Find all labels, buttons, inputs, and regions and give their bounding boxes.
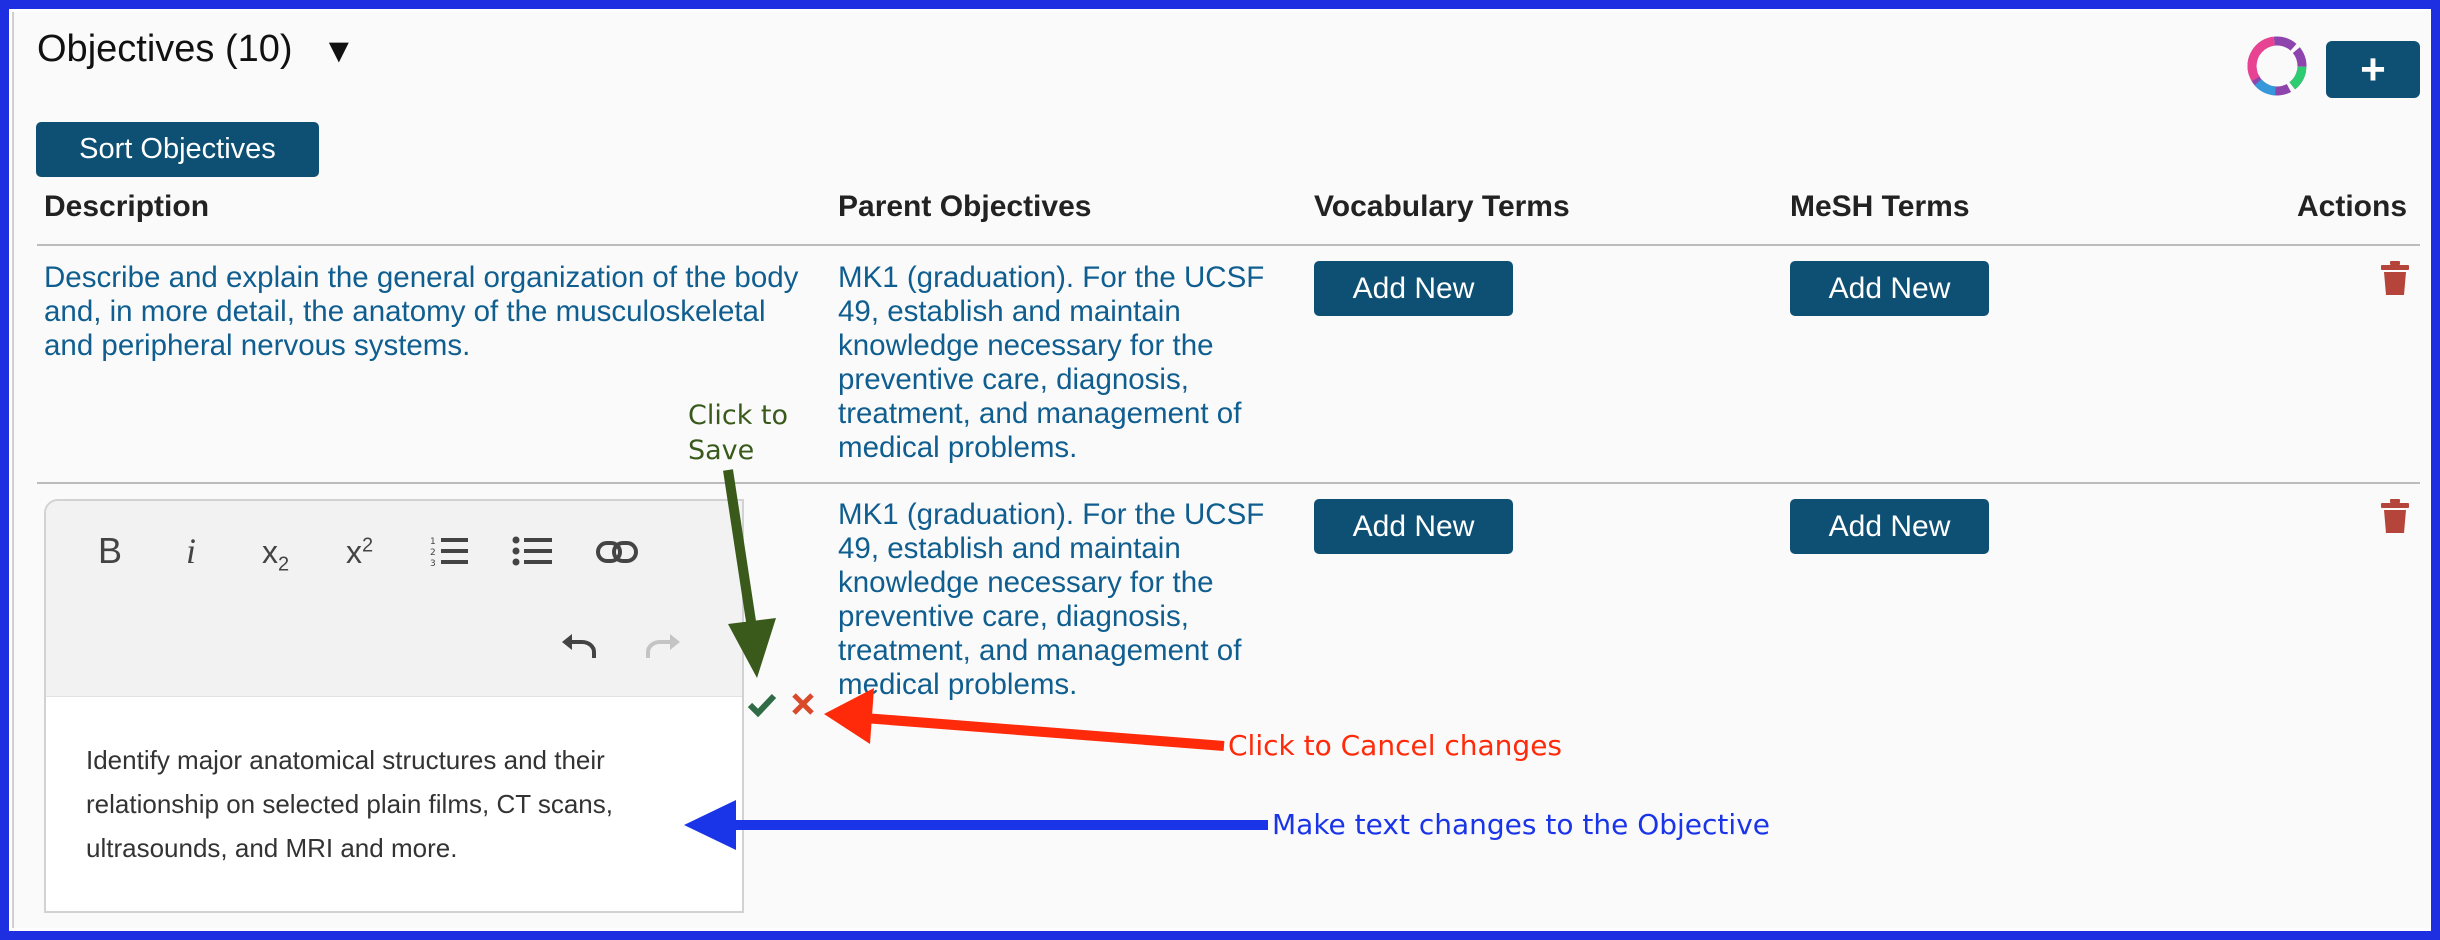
superscript-base: x bbox=[346, 534, 362, 570]
subscript-mark: 2 bbox=[278, 553, 290, 576]
superscript-mark: 2 bbox=[362, 534, 374, 557]
undo-icon[interactable] bbox=[560, 634, 598, 662]
superscript-button[interactable]: x2 bbox=[346, 534, 373, 571]
progress-ring-icon bbox=[2247, 36, 2307, 96]
svg-text:3: 3 bbox=[430, 559, 436, 567]
header-actions: Actions bbox=[2297, 190, 2408, 223]
subscript-base: x bbox=[262, 534, 278, 570]
header-description: Description bbox=[44, 190, 210, 223]
row1-mesh-add-new-button[interactable]: Add New bbox=[1790, 261, 1989, 316]
row-divider bbox=[37, 482, 2420, 484]
header-divider bbox=[37, 244, 2420, 246]
collapse-toggle-icon[interactable]: ▼ bbox=[322, 32, 356, 70]
redo-icon[interactable] bbox=[644, 634, 682, 662]
editor-toolbar: B i x2 x2 1 2 3 bbox=[46, 501, 742, 697]
header-parent-objectives: Parent Objectives bbox=[838, 190, 1092, 223]
row1-parent-objective-link[interactable]: MK1 (graduation). For the UCSF 49, estab… bbox=[838, 261, 1265, 464]
row1-description-link[interactable]: Describe and explain the general organiz… bbox=[44, 261, 799, 362]
svg-text:1: 1 bbox=[430, 537, 436, 547]
add-objective-button[interactable]: + bbox=[2326, 41, 2420, 98]
row2-vocabulary-add-new-button[interactable]: Add New bbox=[1314, 499, 1513, 554]
sort-objectives-button[interactable]: Sort Objectives bbox=[36, 122, 319, 177]
editor-content[interactable]: Identify major anatomical structures and… bbox=[86, 745, 613, 863]
numbered-list-icon[interactable]: 1 2 3 bbox=[430, 535, 470, 567]
cancel-x-icon[interactable] bbox=[791, 692, 815, 716]
subscript-button[interactable]: x2 bbox=[262, 534, 289, 576]
row1-vocabulary-add-new-button[interactable]: Add New bbox=[1314, 261, 1513, 316]
header-vocabulary-terms: Vocabulary Terms bbox=[1314, 190, 1570, 223]
row1-trash-icon[interactable] bbox=[2380, 261, 2410, 295]
row2-trash-icon[interactable] bbox=[2380, 499, 2410, 533]
annotation-cancel-label: Click to Cancel changes bbox=[1228, 729, 1563, 762]
annotation-edit-label: Make text changes to the Objective bbox=[1272, 808, 1770, 841]
rich-text-editor[interactable]: B i x2 x2 1 2 3 Identify major bbox=[44, 499, 744, 913]
section-title: Objectives (10) bbox=[37, 28, 293, 70]
link-icon[interactable] bbox=[596, 539, 638, 565]
bulleted-list-icon[interactable] bbox=[512, 535, 554, 567]
header-mesh-terms: MeSH Terms bbox=[1790, 190, 1970, 223]
row2-mesh-add-new-button[interactable]: Add New bbox=[1790, 499, 1989, 554]
annotation-save-label: Click to Save bbox=[688, 400, 789, 466]
save-check-icon[interactable] bbox=[747, 692, 777, 718]
bold-button[interactable]: B bbox=[98, 530, 123, 571]
row2-parent-objective-link[interactable]: MK1 (graduation). For the UCSF 49, estab… bbox=[838, 498, 1265, 701]
svg-text:2: 2 bbox=[430, 548, 436, 558]
italic-button[interactable]: i bbox=[186, 531, 197, 571]
